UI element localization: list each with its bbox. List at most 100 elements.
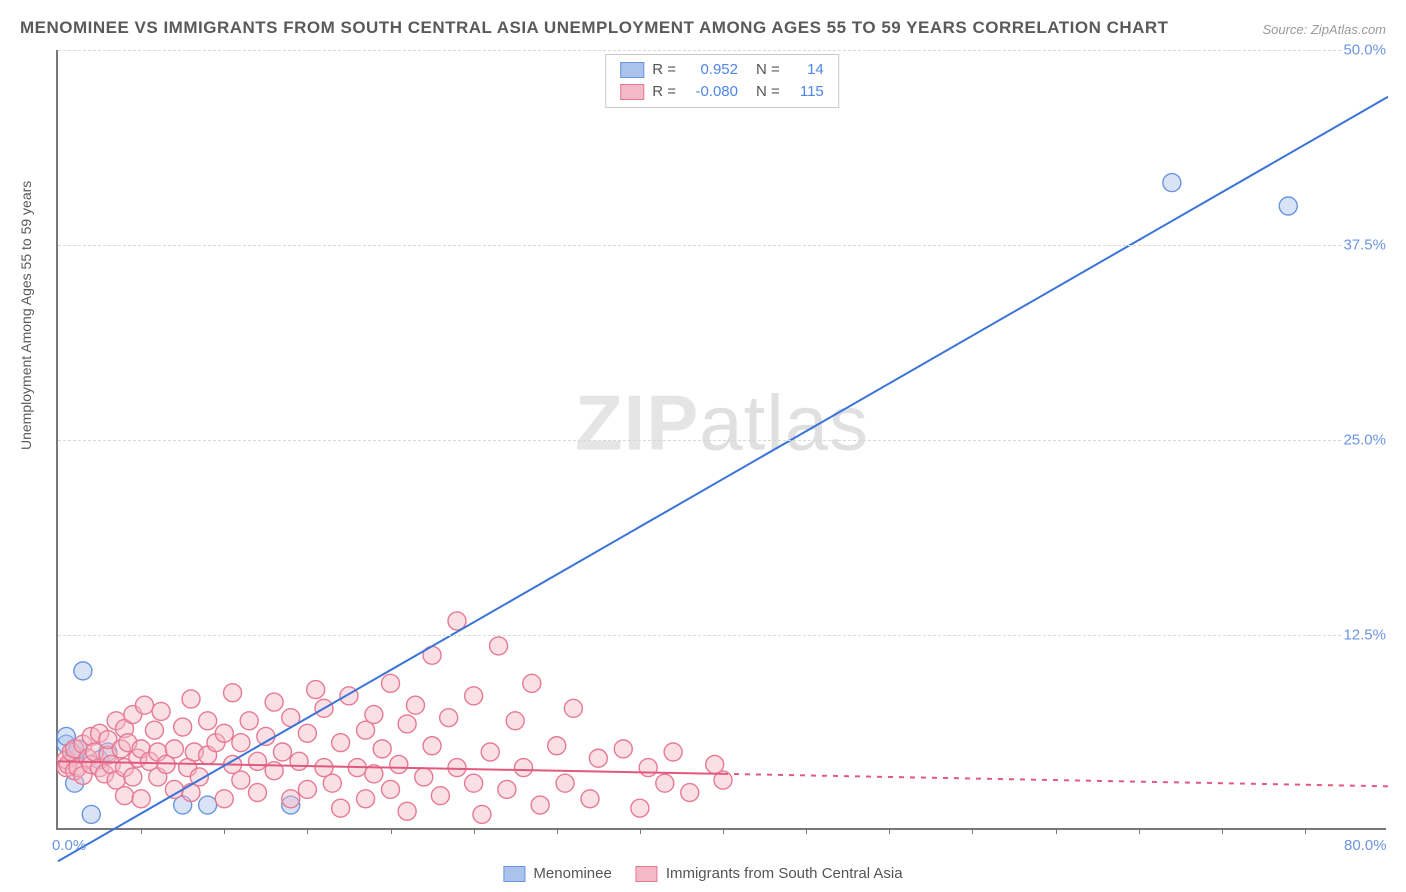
stats-r-label: R = xyxy=(652,81,676,103)
stats-n-label: N = xyxy=(756,59,780,81)
y-tick-label: 50.0% xyxy=(1341,42,1388,59)
scatter-point xyxy=(174,718,192,736)
scatter-point xyxy=(589,749,607,767)
scatter-point xyxy=(548,737,566,755)
scatter-point xyxy=(440,709,458,727)
scatter-point xyxy=(523,674,541,692)
gridline xyxy=(58,245,1386,246)
legend-swatch xyxy=(503,866,525,882)
scatter-point xyxy=(365,706,383,724)
scatter-point xyxy=(465,687,483,705)
scatter-point xyxy=(199,796,217,814)
scatter-point xyxy=(145,721,163,739)
scatter-point xyxy=(498,780,516,798)
scatter-point xyxy=(465,774,483,792)
scatter-point xyxy=(1279,197,1297,215)
scatter-point xyxy=(307,681,325,699)
scatter-point xyxy=(298,724,316,742)
x-tick xyxy=(889,828,890,834)
chart-title: MENOMINEE VS IMMIGRANTS FROM SOUTH CENTR… xyxy=(20,18,1169,38)
stats-r-label: R = xyxy=(652,59,676,81)
trend-line-dashed xyxy=(723,774,1388,786)
scatter-point xyxy=(664,743,682,761)
scatter-point xyxy=(135,696,153,714)
scatter-point xyxy=(398,715,416,733)
scatter-point xyxy=(249,752,267,770)
x-tick xyxy=(640,828,641,834)
x-tick xyxy=(307,828,308,834)
stats-r-value: -0.080 xyxy=(684,81,738,103)
scatter-point xyxy=(332,799,350,817)
trend-line xyxy=(58,97,1388,861)
scatter-point xyxy=(382,674,400,692)
y-tick-label: 12.5% xyxy=(1341,627,1388,644)
x-tick-label: 0.0% xyxy=(52,837,86,854)
scatter-point xyxy=(481,743,499,761)
x-tick xyxy=(1222,828,1223,834)
scatter-point xyxy=(531,796,549,814)
x-tick xyxy=(391,828,392,834)
plot-area: ZIPatlas R =0.952N =14R =-0.080N =115 12… xyxy=(56,50,1386,830)
scatter-point xyxy=(382,780,400,798)
scatter-point xyxy=(515,759,533,777)
scatter-point xyxy=(406,696,424,714)
legend-item: Immigrants from South Central Asia xyxy=(636,865,903,882)
scatter-point xyxy=(165,740,183,758)
scatter-point xyxy=(398,802,416,820)
scatter-point xyxy=(415,768,433,786)
stats-n-label: N = xyxy=(756,81,780,103)
gridline xyxy=(58,50,1386,51)
scatter-point xyxy=(506,712,524,730)
x-tick xyxy=(224,828,225,834)
scatter-point xyxy=(423,737,441,755)
legend-label: Menominee xyxy=(533,865,611,882)
x-tick xyxy=(723,828,724,834)
bottom-legend: Menominee Immigrants from South Central A… xyxy=(503,865,902,882)
stats-n-value: 14 xyxy=(788,59,824,81)
scatter-point xyxy=(232,734,250,752)
stats-n-value: 115 xyxy=(788,81,824,103)
scatter-point xyxy=(249,784,267,802)
stats-r-value: 0.952 xyxy=(684,59,738,81)
scatter-point xyxy=(290,752,308,770)
stats-swatch xyxy=(620,84,644,100)
scatter-point xyxy=(74,662,92,680)
scatter-point xyxy=(473,805,491,823)
x-tick xyxy=(972,828,973,834)
stats-swatch xyxy=(620,62,644,78)
scatter-point xyxy=(165,780,183,798)
x-tick xyxy=(557,828,558,834)
scatter-point xyxy=(116,787,134,805)
scatter-point xyxy=(490,637,508,655)
scatter-point xyxy=(564,699,582,717)
scatter-point xyxy=(639,759,657,777)
y-axis-label: Unemployment Among Ages 55 to 59 years xyxy=(18,181,34,450)
scatter-point xyxy=(631,799,649,817)
x-tick xyxy=(141,828,142,834)
scatter-point xyxy=(581,790,599,808)
scatter-point xyxy=(215,790,233,808)
y-tick-label: 37.5% xyxy=(1341,237,1388,254)
scatter-point xyxy=(390,755,408,773)
x-tick xyxy=(1305,828,1306,834)
scatter-point xyxy=(215,724,233,742)
scatter-point xyxy=(199,712,217,730)
stats-row: R = -0.080 N = 115 xyxy=(620,81,824,103)
scatter-point xyxy=(273,743,291,761)
scatter-point xyxy=(182,690,200,708)
scatter-point xyxy=(1163,174,1181,192)
gridline xyxy=(58,635,1386,636)
stats-box: R = 0.952 N = 14 R = -0.080 N = 115 xyxy=(605,54,839,108)
scatter-point xyxy=(656,774,674,792)
scatter-point xyxy=(357,790,375,808)
scatter-point xyxy=(240,712,258,730)
scatter-point xyxy=(681,784,699,802)
scatter-point xyxy=(152,702,170,720)
x-tick xyxy=(1139,828,1140,834)
scatter-point xyxy=(224,684,242,702)
x-tick xyxy=(474,828,475,834)
scatter-point xyxy=(431,787,449,805)
x-tick xyxy=(1056,828,1057,834)
legend-label: Immigrants from South Central Asia xyxy=(666,865,903,882)
scatter-point xyxy=(282,790,300,808)
